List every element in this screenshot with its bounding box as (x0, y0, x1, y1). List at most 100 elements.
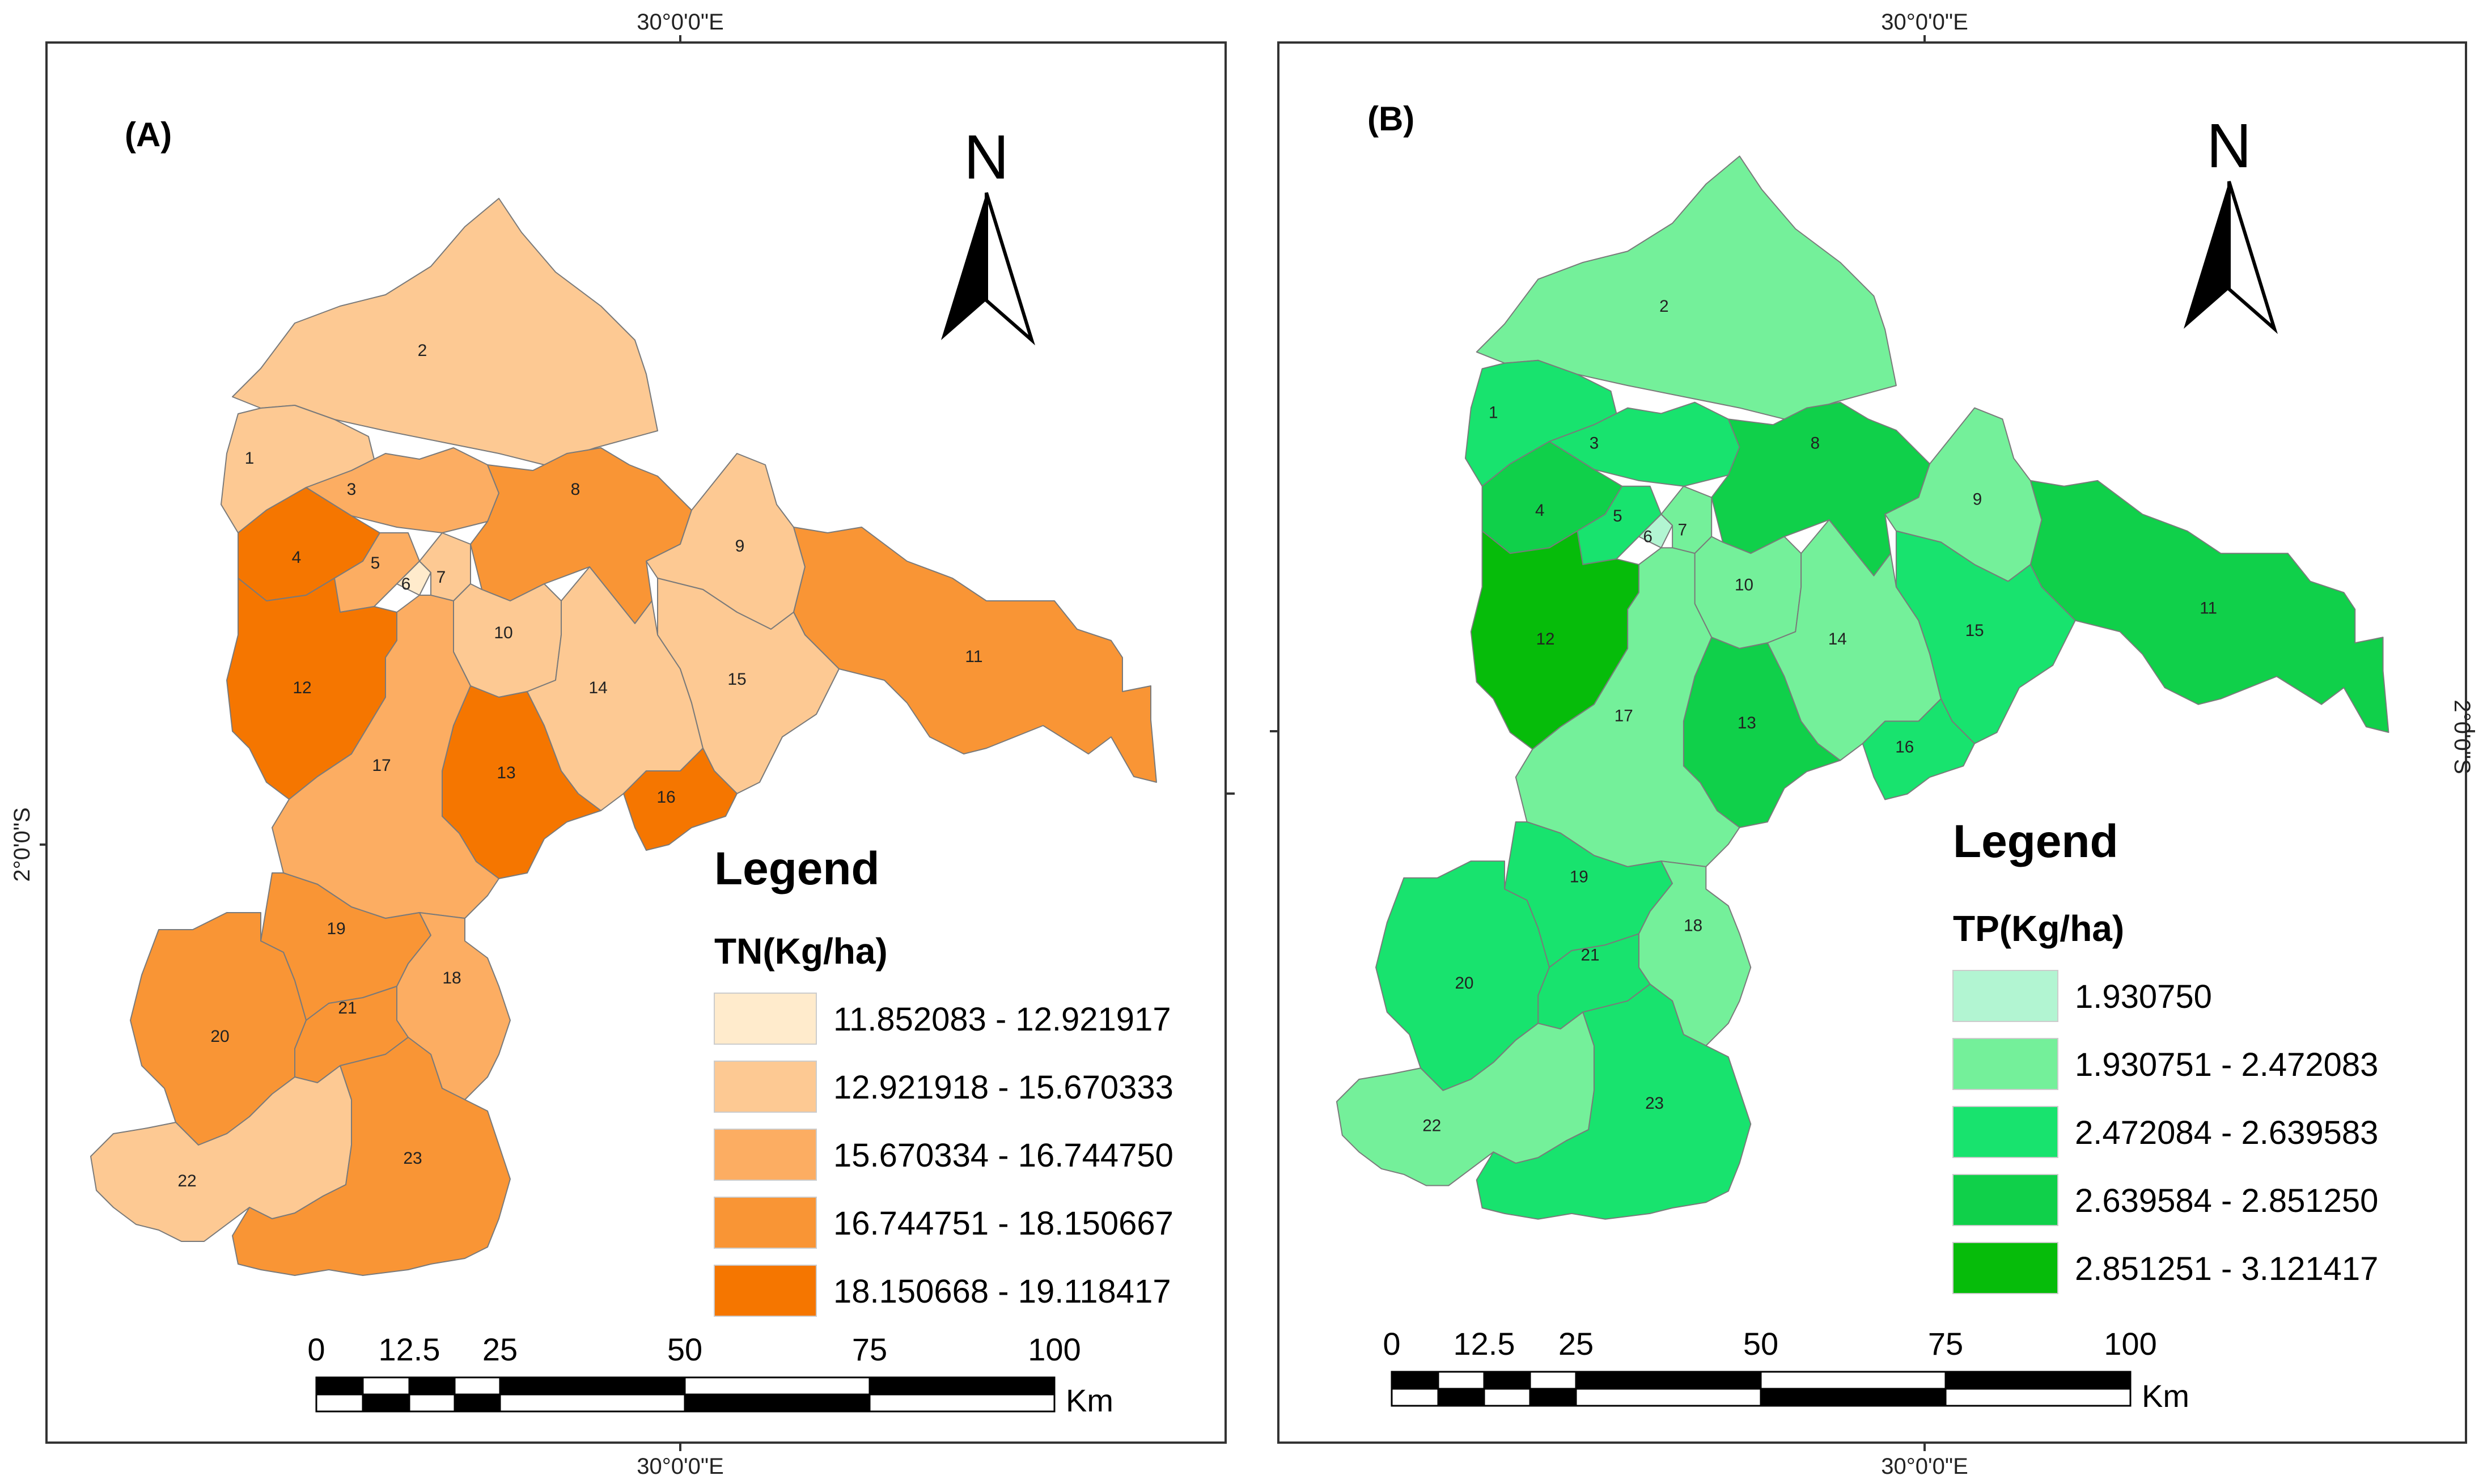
panel-a-region-label-14: 14 (588, 679, 607, 697)
panel-b-region-label-19: 19 (1570, 868, 1588, 887)
panel-a-legend-variable: TN(Kg/ha) (714, 931, 888, 972)
panel-b-legend-swatch-3 (1952, 1106, 2058, 1158)
panel-b-top-coordinate: 30°0'0"E (1881, 10, 1968, 35)
panel-b-region-label-3: 3 (1590, 434, 1599, 453)
panel-a-scale-tick-100: 100 (1028, 1332, 1081, 1367)
panel-b-legend-swatch-4 (1952, 1174, 2058, 1226)
panel-a-region-label-16: 16 (656, 788, 675, 807)
panel-a-top-coordinate: 30°0'0"E (637, 10, 724, 35)
panel-a-region-label-1: 1 (245, 449, 255, 468)
panel-a-north-arrow: N (941, 122, 1032, 340)
panel-b-legend-label-1: 1.930750 (2075, 978, 2212, 1015)
panel-a-region-17 (272, 595, 499, 919)
panel-b-region-label-13: 13 (1738, 714, 1756, 732)
panel-b-scale-tick-100: 100 (2104, 1326, 2156, 1362)
panel-a-region-label-4: 4 (292, 548, 302, 567)
panel-a-region-label-23: 23 (403, 1149, 422, 1168)
panel-b-north-arrow: N (2184, 111, 2274, 329)
panel-b-region-label-22: 22 (1422, 1117, 1441, 1135)
panel-a-legend-swatch-5 (714, 1265, 817, 1317)
panel-b-north-letter: N (2206, 111, 2251, 181)
panel-b-legend-variable: TP(Kg/ha) (1953, 908, 2124, 949)
panel-a-region-label-5: 5 (371, 554, 380, 573)
panel-b-region-label-5: 5 (1613, 507, 1622, 525)
panel-b-region-17 (1515, 547, 1740, 867)
panel-b-region-label-17: 17 (1615, 706, 1633, 725)
panel-b-scale-tick-50: 50 (1743, 1326, 1778, 1362)
panel-b-region-label-7: 7 (1678, 521, 1687, 540)
panel-a-region-2 (232, 198, 658, 465)
panel-a-region-23 (232, 1037, 511, 1276)
panel-b-region-label-4: 4 (1535, 501, 1544, 520)
panel-b-region-label-20: 20 (1455, 974, 1473, 993)
panel-b-scale-unit: Km (2142, 1378, 2189, 1414)
panel-b-legend-items: 1.930750 1.930751 - 2.472083 2.472084 - … (1952, 970, 2378, 1294)
panel-b-legend-label-5: 2.851251 - 3.121417 (2075, 1250, 2378, 1287)
panel-b-region-label-16: 16 (1895, 738, 1914, 757)
panel-a-region-label-2: 2 (418, 341, 427, 360)
panel-b-region-label-9: 9 (1973, 490, 1982, 508)
panel-a-scale-tick-12.5: 12.5 (379, 1332, 440, 1367)
panel-b-legend-label-3: 2.472084 - 2.639583 (2075, 1114, 2378, 1151)
panel-a-bottom-coordinate: 30°0'0"E (637, 1454, 724, 1479)
panel-a-region-label-18: 18 (442, 969, 461, 987)
panel-b-region-label-1: 1 (1489, 403, 1498, 422)
panel-a-legend-label-4: 16.744751 - 18.150667 (833, 1205, 1173, 1242)
panel-a-region-label-6: 6 (401, 575, 411, 593)
panel-a-scale-tick-25: 25 (482, 1332, 518, 1367)
panel-a-region-label-11: 11 (965, 647, 982, 666)
panel-a-scale-tick-50: 50 (667, 1332, 702, 1367)
panel-b-region-label-6: 6 (1643, 527, 1652, 546)
panel-b-region-label-10: 10 (1735, 575, 1753, 594)
panel-a-region-label-19: 19 (327, 919, 345, 938)
panel-a-legend: Legend TN(Kg/ha) 11.852083 - 12.921917 1… (714, 843, 1173, 1317)
panel-b-scale-tick-75: 75 (1928, 1326, 1963, 1362)
panel-a-region-label-15: 15 (727, 670, 746, 689)
panel-a-region-label-21: 21 (338, 999, 357, 1017)
panel-b-region-label-15: 15 (1965, 621, 1984, 640)
panel-a-region-16 (623, 748, 738, 851)
panel-a-scale-unit: Km (1066, 1383, 1113, 1418)
panel-a-region-11 (793, 527, 1157, 783)
panel-a-region-label-7: 7 (437, 568, 446, 587)
panel-a-legend-label-2: 12.921918 - 15.670333 (833, 1069, 1173, 1106)
panel-a-legend-title: Legend (714, 843, 880, 894)
panel-a-legend-items: 11.852083 - 12.921917 12.921918 - 15.670… (714, 993, 1173, 1317)
panel-a-legend-swatch-2 (714, 1061, 817, 1113)
panel-b-scale-bar: 0 12.5 25 50 75 100 Km (1383, 1326, 2189, 1414)
panel-a-region-label-8: 8 (571, 480, 581, 499)
panel-a-region-label-17: 17 (372, 756, 391, 775)
panel-a-scale-tick-0: 0 (307, 1332, 325, 1367)
panel-b-scale-tick-0: 0 (1383, 1326, 1400, 1362)
panel-a-legend-label-3: 15.670334 - 16.744750 (833, 1137, 1173, 1174)
panel-b-label: (B) (1367, 100, 1414, 138)
panel-b-region-16 (1862, 698, 1976, 800)
panel-b-region-label-11: 11 (2200, 599, 2217, 618)
panel-b-scale-tick-12.5: 12.5 (1454, 1326, 1515, 1362)
panel-b-bottom-coordinate: 30°0'0"E (1881, 1454, 1968, 1479)
panel-b-legend-label-4: 2.639584 - 2.851250 (2075, 1182, 2378, 1219)
panel-a-left-coordinate: 2°0'0"S (10, 807, 35, 881)
panel-a-region-label-12: 12 (293, 679, 311, 697)
panel-a-region-label-22: 22 (177, 1172, 196, 1190)
panel-b-region-11 (2029, 480, 2389, 733)
panel-b-region-label-2: 2 (1659, 297, 1668, 316)
panel-b-region-label-18: 18 (1684, 916, 1702, 935)
panel-a-legend-swatch-1 (714, 993, 817, 1045)
panel-a-legend-swatch-3 (714, 1129, 817, 1181)
panel-a-scale-tick-75: 75 (852, 1332, 887, 1367)
panel-b-region-label-21: 21 (1581, 946, 1600, 965)
panel-a-north-letter: N (964, 122, 1009, 192)
panel-a-region-label-3: 3 (347, 480, 357, 499)
panel-b-legend-swatch-5 (1952, 1242, 2058, 1294)
panel-b-region-label-8: 8 (1811, 434, 1820, 453)
panel-a-region-15 (657, 578, 840, 794)
panel-a-legend-label-5: 18.150668 - 19.118417 (833, 1273, 1171, 1310)
panel-b-region-23 (1476, 983, 1752, 1220)
panel-a-label: (A) (125, 116, 172, 154)
